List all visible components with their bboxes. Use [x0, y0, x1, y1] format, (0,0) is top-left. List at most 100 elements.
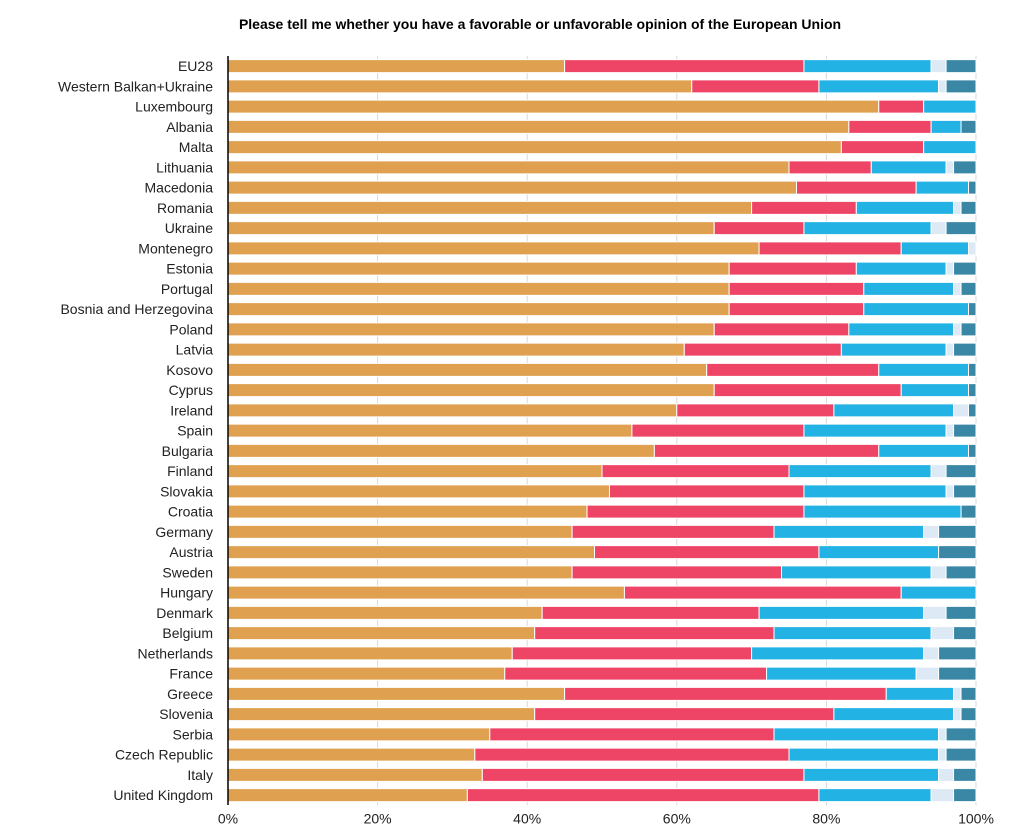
category-labels: EU28 Western Balkan+Ukraine Luxembourg Alba… — [58, 58, 214, 803]
x-tick-label: 0% — [218, 810, 238, 826]
category-label: Bulgaria — [162, 443, 214, 459]
x-tick-label: 80% — [812, 810, 840, 826]
category-label: Lithuania — [156, 159, 213, 175]
category-label: Slovakia — [160, 483, 213, 499]
bar-segment-5 — [960, 707, 977, 722]
bar-segment-4 — [938, 747, 947, 762]
bar-segment-5 — [945, 727, 977, 742]
bar-segment-3 — [803, 767, 940, 782]
bar-segment-5 — [960, 200, 977, 215]
bar-segment-4 — [953, 200, 962, 215]
bar-segment-1 — [227, 140, 842, 155]
bar-segment-4 — [945, 423, 955, 438]
category-label: Estonia — [166, 261, 213, 277]
category-label: United Kingdom — [113, 787, 213, 803]
bar-segment-3 — [773, 727, 940, 742]
bar-segment-3 — [840, 342, 947, 357]
bar-segment-3 — [833, 403, 955, 418]
bar-segment-2 — [474, 747, 790, 762]
bar-row — [227, 99, 977, 114]
bar-segment-4 — [923, 605, 947, 620]
bar-segment-4 — [938, 79, 947, 94]
bar-segment-3 — [900, 383, 970, 398]
bar-segment-1 — [227, 261, 730, 276]
bar-row — [227, 484, 977, 499]
bar-segment-2 — [713, 383, 902, 398]
bar-segment-1 — [227, 362, 708, 377]
bar-segment-1 — [227, 241, 760, 256]
bar-segment-4 — [930, 464, 947, 479]
bar-segment-3 — [923, 99, 977, 114]
category-label: France — [169, 666, 213, 682]
bar-row — [227, 747, 977, 762]
category-label: Bosnia and Herzegovina — [60, 301, 213, 317]
category-label: Ukraine — [165, 220, 213, 236]
category-label: Denmark — [156, 605, 214, 621]
bar-segment-1 — [227, 281, 730, 296]
bar-segment-4 — [945, 261, 955, 276]
bar-segment-4 — [945, 484, 955, 499]
bar-segment-3 — [855, 200, 955, 215]
bar-row — [227, 788, 977, 803]
bar-segment-2 — [541, 605, 760, 620]
bar-segment-2 — [534, 626, 775, 641]
bar-segment-3 — [833, 707, 955, 722]
bar-segment-4 — [953, 403, 970, 418]
bar-segment-3 — [788, 464, 932, 479]
bar-segment-2 — [481, 767, 805, 782]
category-label: EU28 — [178, 58, 213, 74]
bar-segment-5 — [945, 221, 977, 236]
bar-segment-1 — [227, 484, 610, 499]
bar-segment-1 — [227, 79, 693, 94]
bar-segment-3 — [900, 241, 970, 256]
bar-segment-5 — [968, 383, 977, 398]
category-label: Portugal — [161, 281, 213, 297]
x-tick-labels: 0% 20% 40% 60% 80% 100% — [218, 810, 994, 826]
bar-segment-2 — [511, 646, 753, 661]
bar-segment-4 — [945, 160, 955, 175]
bar-segment-2 — [504, 666, 768, 681]
bar-segment-3 — [781, 565, 932, 580]
bar-segment-3 — [766, 666, 917, 681]
bar-segment-1 — [227, 666, 506, 681]
bar-segment-2 — [728, 261, 857, 276]
bar-segment-3 — [773, 524, 925, 539]
bar-segment-3 — [803, 504, 962, 519]
bar-segment-5 — [953, 788, 977, 803]
bar-segment-2 — [571, 524, 775, 539]
bar-segment-5 — [945, 605, 977, 620]
category-label: Albania — [166, 119, 213, 135]
bar-segment-5 — [960, 119, 977, 134]
bar-row — [227, 767, 977, 782]
bar-segment-1 — [227, 626, 536, 641]
bar-segment-3 — [915, 180, 970, 195]
bar-row — [227, 565, 977, 580]
category-label: Belgium — [162, 625, 213, 641]
category-label: Austria — [169, 544, 213, 560]
bar-segment-4 — [945, 342, 955, 357]
bar-segment-1 — [227, 524, 573, 539]
bar-segment-3 — [803, 484, 947, 499]
bar-segment-3 — [803, 221, 932, 236]
bar-segment-4 — [938, 727, 947, 742]
bar-segment-2 — [586, 504, 805, 519]
bar-segment-5 — [953, 484, 977, 499]
bar-segment-3 — [930, 119, 962, 134]
bar-segment-3 — [855, 261, 947, 276]
bar-segment-5 — [968, 180, 977, 195]
bar-segment-3 — [878, 443, 970, 458]
bar-segment-2 — [758, 241, 902, 256]
bar-segment-5 — [968, 302, 977, 317]
category-label: Finland — [167, 463, 213, 479]
bar-segment-4 — [923, 524, 940, 539]
bar-segment-1 — [227, 423, 633, 438]
category-label: Croatia — [168, 504, 213, 520]
bar-segment-1 — [227, 342, 685, 357]
bar-segment-3 — [848, 322, 955, 337]
bar-segment-2 — [878, 99, 925, 114]
x-tick-label: 20% — [364, 810, 392, 826]
bar-row — [227, 646, 977, 661]
bar-row — [227, 302, 977, 317]
category-label: Luxembourg — [135, 99, 213, 115]
category-label: Romania — [157, 200, 213, 216]
